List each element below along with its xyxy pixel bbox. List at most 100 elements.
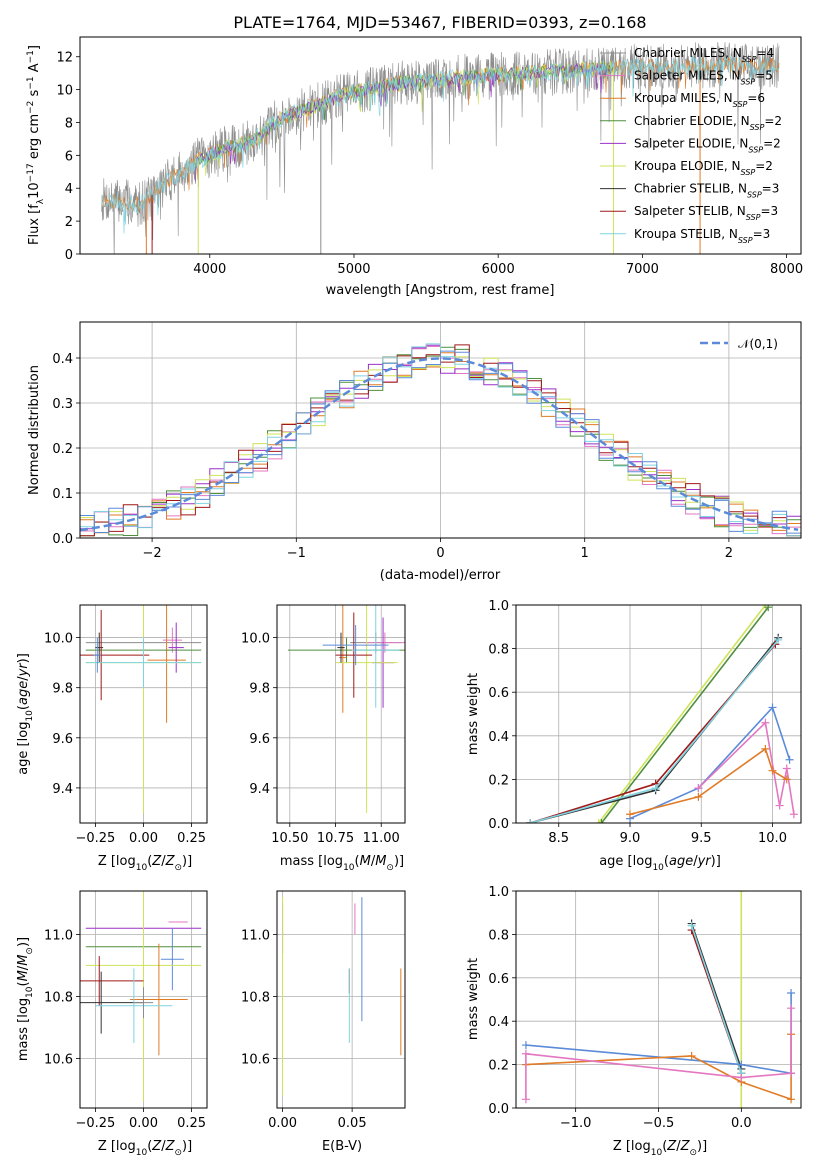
mwAge-line-chabrier-elodie	[600, 606, 769, 823]
legend-value: =5	[755, 69, 773, 83]
mwAge-ytick-label: 0.0	[488, 817, 509, 832]
legend-label: Chabrier MILES, NSSP=4	[634, 46, 774, 64]
legend-subscript: SSP	[750, 122, 765, 131]
legend-label: Kroupa MILES, NSSP=6	[634, 91, 765, 109]
histogram-xtick-label: 2	[725, 546, 733, 561]
legend-value: =3	[753, 227, 771, 241]
mwAge-line-kroupa-stelib	[530, 639, 779, 823]
mass-weight-vs-Z-panel: −1.0 −0.5 0.0 0.0 0.2 0.4 0.6 0.8 1.0 Z [log10(Z…	[466, 885, 802, 1158]
massE-ytick-label: 11.0	[241, 928, 270, 943]
legend-label: Kroupa ELODIE, NSSP=2	[634, 159, 773, 177]
massZ-ytick-label: 10.8	[44, 990, 73, 1005]
mwZ-point-marker	[521, 1095, 530, 1104]
mwZ-ytick-label: 0.2	[488, 1059, 509, 1074]
histogram-ytick-label: 0.1	[52, 487, 73, 502]
mwAge-ytick-label: 0.8	[488, 643, 509, 658]
ageZ-ytick-label: 10.0	[44, 632, 73, 647]
mwZ-line-kroupa-stelib	[690, 925, 743, 1074]
mwZ-frame	[515, 890, 802, 1109]
massZ-xlabel: Z [log10(Z/Z⊙)]	[98, 1139, 192, 1158]
mwAge-line-blue	[629, 705, 791, 820]
mwZ-ylabel: mass weight	[466, 958, 481, 1040]
spectrum-xtick-label: 7000	[626, 262, 659, 277]
ageZ-xtick-label: −0.25	[75, 831, 115, 846]
legend-value: =2	[763, 136, 781, 150]
spectrum-ylabel: Flux [fλ10−17 erg cm−2 s−1 A−1]	[26, 45, 46, 245]
histogram-gaussian-line	[80, 357, 799, 532]
mwAge-point-marker	[782, 764, 791, 773]
mwAge-point-marker	[789, 810, 798, 819]
legend-subscript: SSP	[747, 190, 762, 199]
legend-value: =3	[762, 182, 780, 196]
spectrum-chabrier-miles-line	[101, 42, 780, 254]
spectrum-ytick-label: 4	[65, 182, 73, 197]
ageM-frame	[276, 604, 406, 824]
mwZ-series	[521, 891, 796, 1108]
massE-xtick-label: 0.05	[338, 1116, 367, 1131]
ageM-ytick-label: 9.8	[249, 682, 270, 697]
ageM-ytick-label: 10.0	[241, 632, 270, 647]
mwZ-line-chabrier-stelib	[690, 923, 743, 1070]
mwAge-point-marker	[785, 755, 794, 764]
mwZ-ytick-label: 0.0	[488, 1102, 509, 1117]
spectrum-kroupa-stelib-line	[101, 55, 780, 234]
mwZ-point-marker	[737, 1073, 746, 1082]
legend-label: Kroupa STELIB, NSSP=3	[634, 227, 770, 245]
mwAge-point-marker	[764, 605, 773, 612]
mwZ-point-marker	[737, 891, 746, 895]
legend-subscript: SSP	[748, 145, 763, 154]
histogram-xtick-label: −1	[287, 546, 306, 561]
ageM-xtick-label: 10.50	[271, 831, 308, 846]
mwZ-point-marker	[787, 1095, 796, 1104]
mwAge-point-marker	[775, 801, 784, 810]
spectrum-xtick-label: 4000	[193, 262, 226, 277]
mwAge-ytick-label: 0.2	[488, 773, 509, 788]
legend-label: 𝒩(0,1)	[738, 337, 778, 351]
mwAge-xlabel: age [log10(age/yr)]	[599, 854, 721, 873]
mwZ-ytick-label: 0.6	[488, 972, 509, 987]
histogram-ytick-label: 0.2	[52, 442, 73, 457]
ageM-xtick-label: 10.75	[317, 831, 354, 846]
histogram-legend: 𝒩(0,1)	[700, 337, 778, 351]
mwAge-ytick-label: 0.6	[488, 686, 509, 701]
spectrum-xtick-label: 8000	[770, 262, 803, 277]
mwAge-line-kroupa-elodie	[597, 605, 767, 823]
mwAge-point-marker	[782, 775, 791, 784]
ageM-xtick-label: 11.00	[363, 831, 400, 846]
spectrum-xlabel: wavelength [Angstrom, rest frame]	[326, 283, 555, 298]
mwZ-ytick-label: 0.8	[488, 928, 509, 943]
mwAge-point-marker	[597, 819, 606, 823]
mwZ-xtick-label: 0.0	[731, 1116, 752, 1131]
massE-ytick-label: 10.8	[241, 990, 270, 1005]
mwAge-ytick-label: 1.0	[488, 599, 509, 614]
massE-frame	[276, 890, 406, 1109]
mwAge-xtick-label: 9.5	[691, 831, 712, 846]
massZ-xtick-label: 0.25	[177, 1116, 206, 1131]
legend-subscript: SSP	[741, 168, 756, 177]
massE-points	[282, 897, 402, 1096]
histogram-xtick-label: 0	[436, 546, 444, 561]
spectrum-ytick-label: 8	[65, 116, 73, 131]
histogram-ytick-label: 0.0	[52, 532, 73, 547]
legend-value: =3	[760, 204, 778, 218]
spectrum-ytick-label: 6	[65, 149, 73, 164]
mwZ-ytick-label: 1.0	[488, 885, 509, 900]
legend-label: Salpeter STELIB, NSSP=3	[634, 204, 778, 222]
mwAge-point-marker	[651, 784, 660, 793]
mwAge-point-marker	[761, 744, 770, 753]
ageZ-xtick-label: 0.25	[177, 831, 206, 846]
mwZ-point-marker	[687, 1051, 696, 1060]
massZ-ylabel: mass [log10(M/M⊙)]	[16, 937, 35, 1061]
mwZ-xlabel: Z [log10(Z/Z⊙)]	[613, 1139, 707, 1158]
spectrum-legend: Chabrier MILES, NSSP=4 Salpeter MILES, NS…	[600, 46, 782, 244]
histogram-xtick-label: −2	[143, 546, 162, 561]
mwAge-line-chabrier-stelib	[530, 637, 779, 823]
mass-weight-vs-age-panel: 8.5 9.0 9.5 10.0 0.0 0.2 0.4 0.6 0.8 1.0 age [log…	[466, 599, 802, 873]
legend-label: Chabrier STELIB, NSSP=3	[634, 182, 779, 200]
legend-value: =4	[756, 46, 774, 60]
mwZ-point-marker	[521, 1041, 530, 1050]
mwAge-point-marker	[768, 766, 777, 775]
histogram-panel: −2 −1 0 1 2 0.0 0.1 0.2 0.3 0.4 𝒩(0,1) (data-model…	[27, 321, 802, 583]
histogram-bars	[80, 343, 801, 537]
ageM-ytick-label: 9.4	[249, 782, 270, 797]
